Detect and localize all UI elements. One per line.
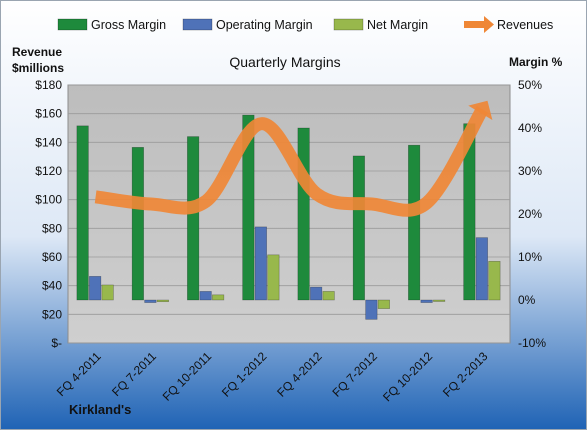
net-margin-bar (267, 254, 280, 301)
right-axis-title: Margin % (509, 55, 563, 69)
right-axis-ticks: -10% 0% 10% 20% 30% 40% 50% (518, 78, 546, 350)
operating-margin-bar (89, 276, 102, 301)
net-margin-bar (377, 299, 390, 309)
gross-margin-bar (76, 125, 89, 301)
operating-margin-bar (310, 286, 323, 301)
left-tick-label: $- (51, 336, 62, 350)
operating-margin-bar (199, 291, 212, 301)
operating-margin-legend-label: Operating Margin (216, 18, 313, 32)
left-tick-label: $160 (35, 107, 62, 121)
right-tick-label: 40% (518, 121, 542, 135)
right-tick-label: 20% (518, 207, 542, 221)
company-name: Kirkland's (69, 402, 131, 417)
gross-margin-legend-swatch (57, 18, 88, 31)
left-axis-title-line1: Revenue (12, 45, 62, 59)
net-margin-legend-label: Net Margin (367, 18, 428, 32)
revenue-arrowhead (468, 100, 493, 120)
right-tick-label: 0% (518, 293, 536, 307)
right-tick-label: 30% (518, 164, 542, 178)
right-tick-label: -10% (518, 336, 546, 350)
revenue-line (94, 106, 489, 217)
revenue-line-layer (94, 100, 493, 217)
net-margin-bar (322, 291, 335, 301)
legend: Gross Margin Operating Margin Net Margin Re… (57, 16, 553, 33)
left-tick-label: $60 (42, 250, 62, 264)
left-tick-label: $20 (42, 307, 62, 321)
gross-margin-bar (408, 144, 421, 301)
gross-margin-bar (131, 147, 144, 301)
right-tick-label: 10% (518, 250, 542, 264)
net-margin-bar (156, 299, 169, 303)
operating-margin-bar (144, 299, 157, 303)
gross-margin-bar (187, 136, 200, 301)
left-axis-ticks: $- $20 $40 $60 $80 $100 $120 $140 $160 $180 (35, 78, 62, 350)
left-tick-label: $100 (35, 193, 62, 207)
operating-margin-bar (365, 299, 378, 320)
left-tick-label: $140 (35, 135, 62, 149)
net-margin-bar (212, 294, 225, 301)
net-margin-bar (433, 299, 446, 302)
net-margin-legend-swatch (333, 18, 364, 31)
gross-margin-bar (242, 114, 255, 301)
gross-margin-bar (352, 155, 365, 301)
revenues-legend-label: Revenues (497, 18, 553, 32)
operating-margin-legend-swatch (182, 18, 213, 31)
left-tick-label: $120 (35, 164, 62, 178)
left-tick-label: $40 (42, 279, 62, 293)
right-tick-label: 50% (518, 78, 542, 92)
operating-margin-bar (420, 299, 433, 303)
gross-margin-legend-label: Gross Margin (91, 18, 166, 32)
operating-margin-bar (475, 237, 488, 301)
net-margin-bar (488, 260, 501, 301)
left-tick-label: $180 (35, 78, 62, 92)
net-margin-bar (101, 284, 114, 301)
left-axis-title-line2: $millions (12, 61, 64, 75)
bars (76, 114, 501, 320)
revenues-legend-arrow (484, 16, 494, 33)
operating-margin-bar (254, 226, 267, 301)
left-tick-label: $80 (42, 221, 62, 235)
chart-title: Quarterly Margins (229, 54, 340, 70)
gross-margin-bar (297, 127, 310, 301)
